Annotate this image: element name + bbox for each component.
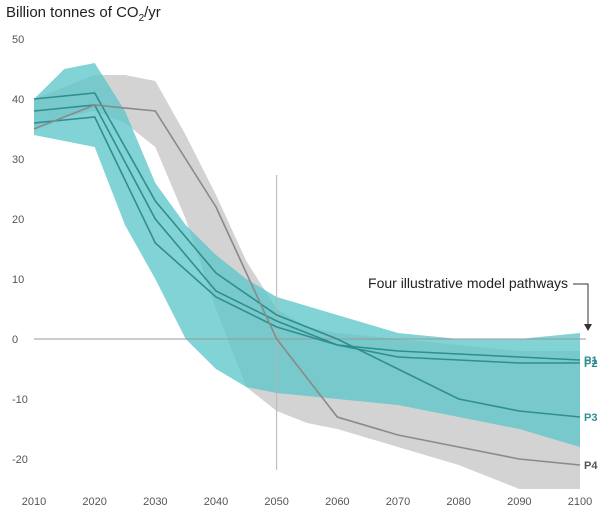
pathway-line-p2 [33, 104, 580, 364]
annotation-arrowhead [584, 324, 592, 331]
x-tick-label: 2020 [82, 496, 106, 508]
y-axis-title-tail: /yr [144, 4, 161, 21]
y-tick-label: 0 [12, 334, 18, 346]
y-axis-title-main: Billion tonnes of CO [6, 4, 139, 21]
x-tick-label: 2050 [264, 496, 288, 508]
pathway-label-p1: P1 [584, 355, 597, 367]
pathway-label-p3: P3 [584, 412, 597, 424]
pathway-label-p2: P2 [584, 358, 597, 370]
y-axis-title: Billion tonnes of CO2/yr [6, 4, 161, 24]
annotation-arrow [573, 283, 589, 326]
x-tick-label: 2070 [386, 496, 410, 508]
y-tick-label: -20 [12, 454, 28, 466]
x-tick-label: 2090 [507, 496, 531, 508]
x-tick-label: 2100 [568, 496, 592, 508]
x-tick-label: 2040 [204, 496, 228, 508]
pathway-label-p4: P4 [584, 460, 598, 472]
pathway-line-p4 [33, 104, 581, 466]
x-tick-label: 2030 [143, 496, 167, 508]
pathway-line-p1 [33, 116, 581, 361]
annotation: Four illustrative model pathways [368, 275, 592, 331]
y-tick-label: 40 [12, 94, 24, 106]
teal-range-band [34, 63, 580, 447]
x-tick-label: 2060 [325, 496, 349, 508]
y-axis-title-subscript: 2 [138, 13, 145, 24]
y-tick-label: 10 [12, 274, 24, 286]
x-tick-label: 2010 [22, 496, 46, 508]
y-tick-label: 30 [12, 154, 24, 166]
annotation-text: Four illustrative model pathways [368, 275, 568, 291]
x-tick-label: 2080 [446, 496, 470, 508]
range-bands [34, 63, 580, 489]
y-tick-label: 20 [12, 214, 24, 226]
y-tick-label: 50 [12, 34, 24, 46]
pathway-line-p3 [33, 92, 581, 418]
axes [34, 175, 586, 470]
y-tick-label: -10 [12, 394, 28, 406]
